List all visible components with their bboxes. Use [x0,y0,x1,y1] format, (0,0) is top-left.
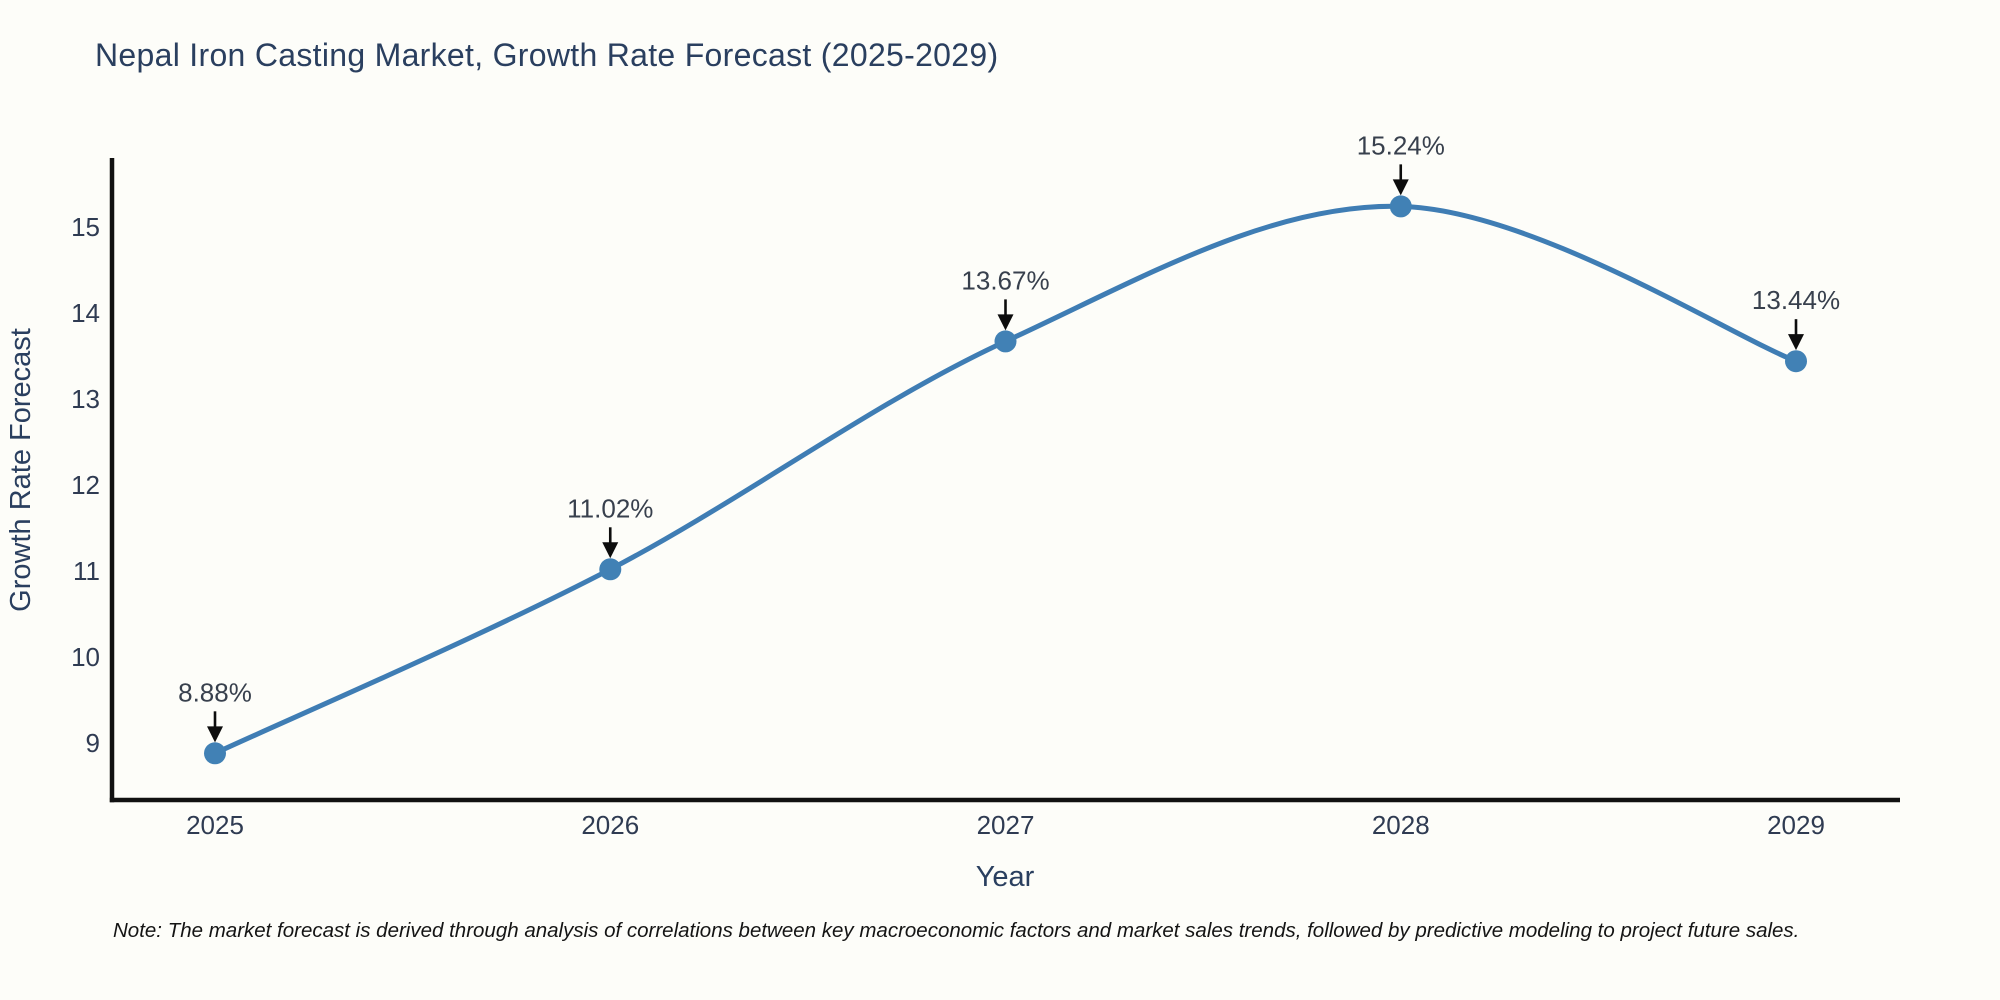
annotation-arrowhead [602,542,619,559]
y-tick-label: 14 [71,298,100,328]
data-point-markers [204,195,1807,765]
x-tick-label: 2027 [977,810,1035,840]
y-tick-label: 13 [71,384,100,414]
x-axis-title: Year [976,861,1035,893]
y-axis-title: Growth Rate Forecast [5,328,37,612]
annotation-arrowhead [1788,334,1804,351]
data-point-marker [1389,195,1412,218]
data-point-marker [1785,350,1807,373]
data-point-label: 13.44% [1752,285,1840,315]
annotation-arrowhead [1392,179,1409,196]
data-point-label: 11.02% [567,493,653,523]
y-axis-tick-labels: 9 10 11 12 13 14 15 [71,212,100,758]
y-tick-label: 9 [86,728,100,758]
data-point-marker [204,742,226,765]
data-point-marker [599,558,622,581]
annotation-arrowhead [997,314,1014,331]
footnote: Note: The market forecast is derived thr… [113,919,1799,942]
y-tick-label: 12 [71,470,100,500]
x-axis-tick-labels: 2025 2026 2027 2028 2029 [186,810,1825,840]
annotation-arrowhead [207,726,223,743]
x-tick-label: 2029 [1767,810,1825,840]
x-tick-label: 2028 [1372,810,1430,840]
chart-title: Nepal Iron Casting Market, Growth Rate F… [95,37,998,73]
data-point-marker [994,330,1017,353]
x-tick-label: 2025 [186,810,244,840]
y-tick-label: 11 [73,556,100,586]
data-point-label: 15.24% [1357,130,1445,160]
data-point-label: 8.88% [178,677,252,707]
y-tick-label: 15 [71,212,100,242]
data-point-label: 13.67% [961,265,1049,295]
data-point-annotations: 8.88% 11.02% 13.67% 15.24% 13.44% [178,130,1840,743]
y-tick-label: 10 [71,642,100,672]
x-tick-label: 2026 [581,810,639,840]
